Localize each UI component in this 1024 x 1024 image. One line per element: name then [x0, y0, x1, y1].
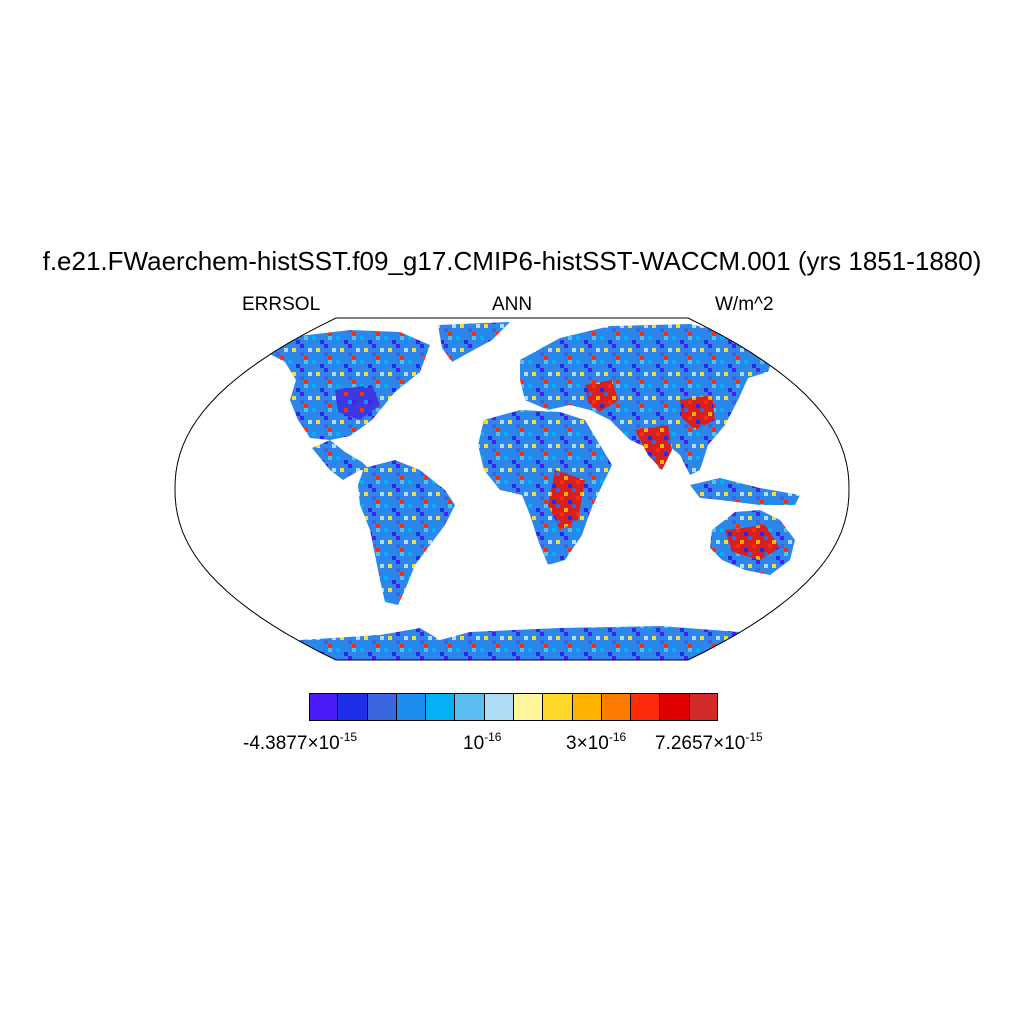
eurasia: [520, 324, 775, 475]
season-label: ANN: [491, 294, 533, 315]
plot-title: f.e21.FWaerchem-histSST.f09_g17.CMIP6-hi…: [42, 246, 982, 276]
australia-hotspot: [725, 525, 780, 560]
colorbar-swatch: [367, 693, 397, 721]
colorbar-swatch: [601, 693, 632, 721]
colorbar-label-min: -4.3877×10-15: [243, 730, 358, 754]
colorbar-swatch: [660, 693, 690, 721]
units-label: W/m^2: [715, 294, 774, 315]
colorbar-swatch: [455, 693, 485, 721]
colorbar-swatch: [513, 693, 544, 721]
map-boundary: [174, 317, 850, 661]
colorbar: [309, 693, 718, 721]
colorbar-swatch: [396, 693, 427, 721]
variable-name: ERRSOL: [242, 294, 321, 315]
east-asia-hotspot: [680, 395, 715, 430]
colorbar-swatch: [426, 693, 456, 721]
colorbar-swatch: [689, 693, 718, 721]
greenland: [438, 322, 510, 362]
southeast-asia-islands: [690, 478, 800, 505]
india-hotspot: [635, 425, 672, 470]
colorbar-label-3: 3×10-16: [566, 730, 627, 754]
colorbar-label-max: 7.2657×10-15: [655, 730, 763, 754]
land-areas: [262, 322, 800, 660]
southern-africa-hotspot: [548, 470, 585, 530]
south-america: [358, 460, 455, 605]
colorbar-swatch: [484, 693, 514, 721]
colorbar-swatch: [631, 693, 661, 721]
north-america-coldspot: [335, 385, 380, 420]
colorbar-label-2: 10-16: [463, 730, 502, 754]
antarctica: [280, 626, 760, 660]
colorbar-swatch: [543, 693, 573, 721]
middle-east-hotspot: [585, 380, 618, 412]
africa: [478, 410, 612, 565]
colorbar-swatch: [338, 693, 368, 721]
colorbar-swatch: [572, 693, 602, 721]
colorbar-swatch: [309, 693, 339, 721]
